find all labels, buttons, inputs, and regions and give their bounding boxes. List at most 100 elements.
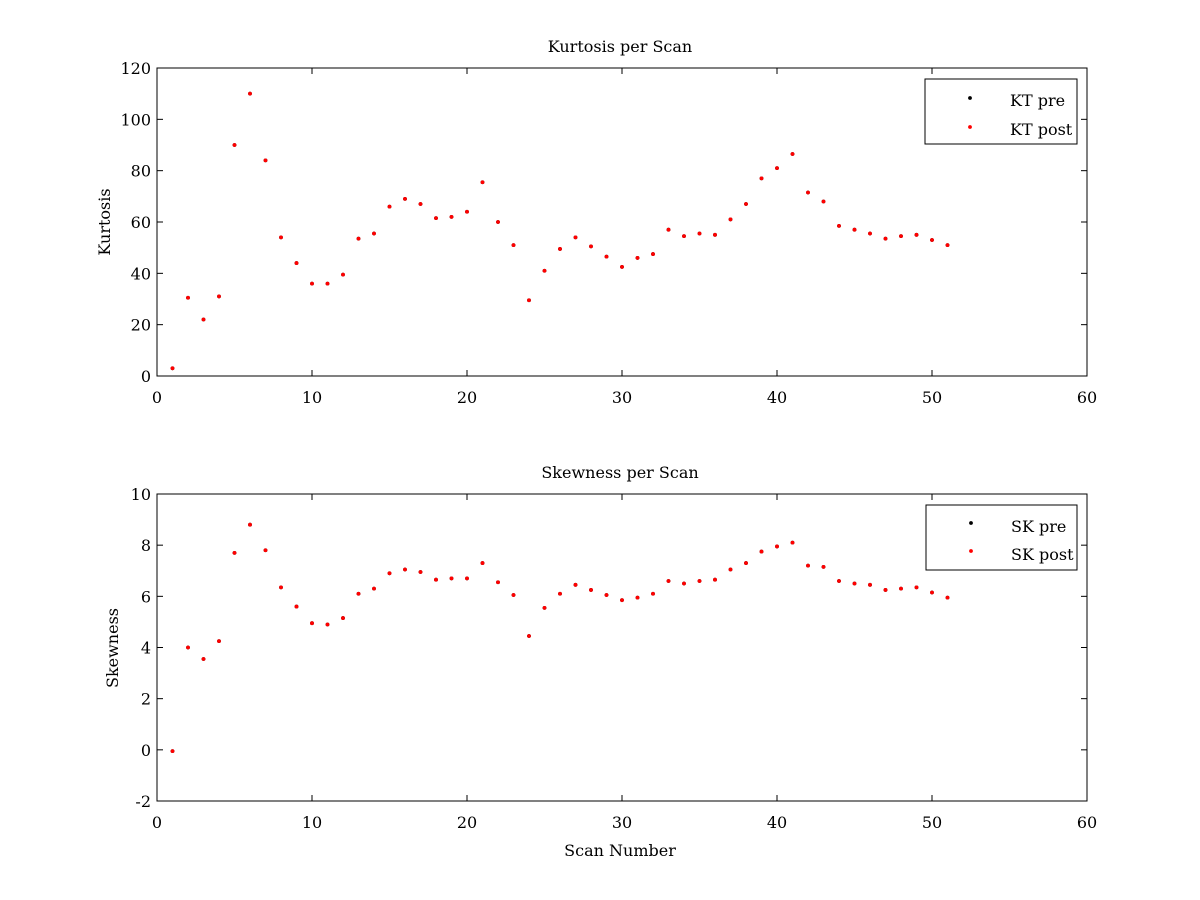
point-sk-post [759,549,764,554]
kurtosis-chart: Kurtosis per Scan 0 10 20 30 40 50 60 0 20 40 60 80… [95,37,1097,407]
skewness-y-tick-label: 2 [141,690,151,709]
kurtosis-x-tick-label: 0 [152,388,162,407]
point-kt-post [728,217,733,222]
point-kt-post [883,236,888,241]
point-kt-post [465,209,469,214]
kurtosis-y-tick-label: 100 [120,110,151,129]
point-kt-post [914,232,919,237]
point-kt-post [387,204,392,209]
point-sk-post [527,634,531,638]
point-kt-post [496,220,500,224]
point-sk-post [232,550,237,555]
skewness-x-tick-label: 40 [767,813,787,832]
skewness-x-tick-label: 60 [1077,813,1097,832]
point-sk-post [914,585,919,590]
point-kt-post [635,256,640,260]
point-kt-post [620,265,624,269]
kurtosis-y-tick-label: 120 [120,59,151,78]
skewness-x-tick-label: 10 [302,813,322,832]
point-kt-post [279,235,283,240]
point-sk-post [418,570,423,574]
point-kt-post [573,235,578,240]
point-sk-post [790,540,795,545]
point-kt-post [589,244,593,249]
point-sk-post [310,621,314,626]
point-kt-post [418,202,423,206]
skewness-y-tick-label: -2 [135,792,151,811]
kurtosis-x-tick-label: 50 [922,388,942,407]
point-sk-post [217,639,221,644]
point-kt-post [372,231,376,236]
skewness-x-tick-label: 0 [152,813,162,832]
legend-marker-sk-pre [969,521,973,525]
skewness-y-tick-label: 4 [141,639,151,658]
point-sk-post [511,593,516,597]
kurtosis-x-tick-label: 40 [767,388,787,407]
point-sk-post [852,581,857,586]
point-kt-post [511,243,516,248]
point-kt-post [480,180,485,185]
legend-marker-sk-post [969,549,973,553]
point-kt-post [837,223,841,228]
point-kt-post [899,234,903,239]
skewness-x-tick-label: 30 [612,813,632,832]
point-sk-post [201,657,206,661]
point-sk-post [806,563,810,568]
point-kt-post [356,236,361,241]
point-sk-post [945,595,950,600]
point-kt-post [232,143,237,147]
point-sk-post [666,579,671,583]
point-kt-post [759,176,764,181]
point-sk-post [713,577,717,582]
point-kt-post [682,234,686,239]
kurtosis-x-tick-label: 10 [302,388,322,407]
skewness-chart: Skewness per Scan 0 10 20 30 40 50 60-20246810… [103,463,1097,860]
point-kt-post [775,166,779,171]
point-kt-post [651,252,655,256]
point-sk-post [899,586,903,591]
point-sk-post [930,590,934,595]
point-sk-post [449,576,454,581]
point-sk-post [186,645,190,650]
kurtosis-y-tick-label: 20 [131,316,151,335]
point-sk-post [651,591,655,596]
skewness-y-tick-label: 8 [141,536,151,555]
point-kt-post [930,238,934,242]
point-sk-post [620,598,624,603]
point-sk-post [728,567,733,572]
skewness-y-tick-label: 6 [141,587,151,606]
kurtosis-legend-box [924,78,1078,145]
point-sk-post [744,561,748,565]
legend-marker-kt-post [968,125,972,129]
point-kt-post [821,199,826,204]
point-kt-post [558,247,562,251]
legend-label-sk-pre: SK pre [1011,517,1066,536]
point-kt-post [325,281,330,286]
skewness-x-tick-label: 20 [457,813,477,832]
point-sk-post [558,591,562,596]
point-sk-post [170,749,175,754]
point-sk-post [387,571,392,576]
point-sk-post [248,522,252,527]
legend-label-kt-pre: KT pre [1010,91,1065,110]
point-sk-post [868,582,872,587]
point-sk-post [341,616,345,620]
point-sk-post [480,561,485,565]
point-kt-post [542,268,547,273]
point-sk-post [465,576,469,581]
point-sk-post [573,582,578,587]
kurtosis-y-tick-label: 60 [131,213,151,232]
point-kt-post [852,227,857,232]
point-kt-post [201,317,206,322]
skewness-y-tick-label: 10 [131,485,151,504]
legend-label-sk-post: SK post [1011,545,1074,564]
point-kt-post [868,231,872,236]
point-sk-post [263,548,268,553]
point-sk-post [542,605,547,610]
point-kt-post [527,298,531,303]
point-sk-post [604,593,609,597]
skewness-y-axis-label: Skewness [103,608,122,688]
kurtosis-legend: KT pre KT post [924,78,1078,145]
skewness-legend-box [925,504,1078,571]
